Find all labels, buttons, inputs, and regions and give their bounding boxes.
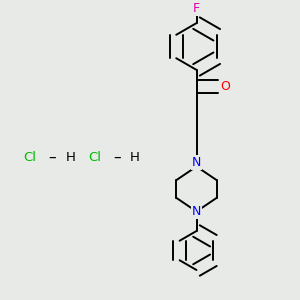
Text: O: O (220, 80, 230, 93)
Text: Cl: Cl (23, 151, 37, 164)
Text: H: H (66, 151, 75, 164)
Text: H: H (130, 151, 140, 164)
Text: Cl: Cl (88, 151, 101, 164)
Text: N: N (192, 205, 201, 218)
Text: –: – (113, 150, 121, 165)
Text: N: N (192, 156, 201, 170)
Text: F: F (193, 2, 200, 15)
Text: –: – (49, 150, 56, 165)
